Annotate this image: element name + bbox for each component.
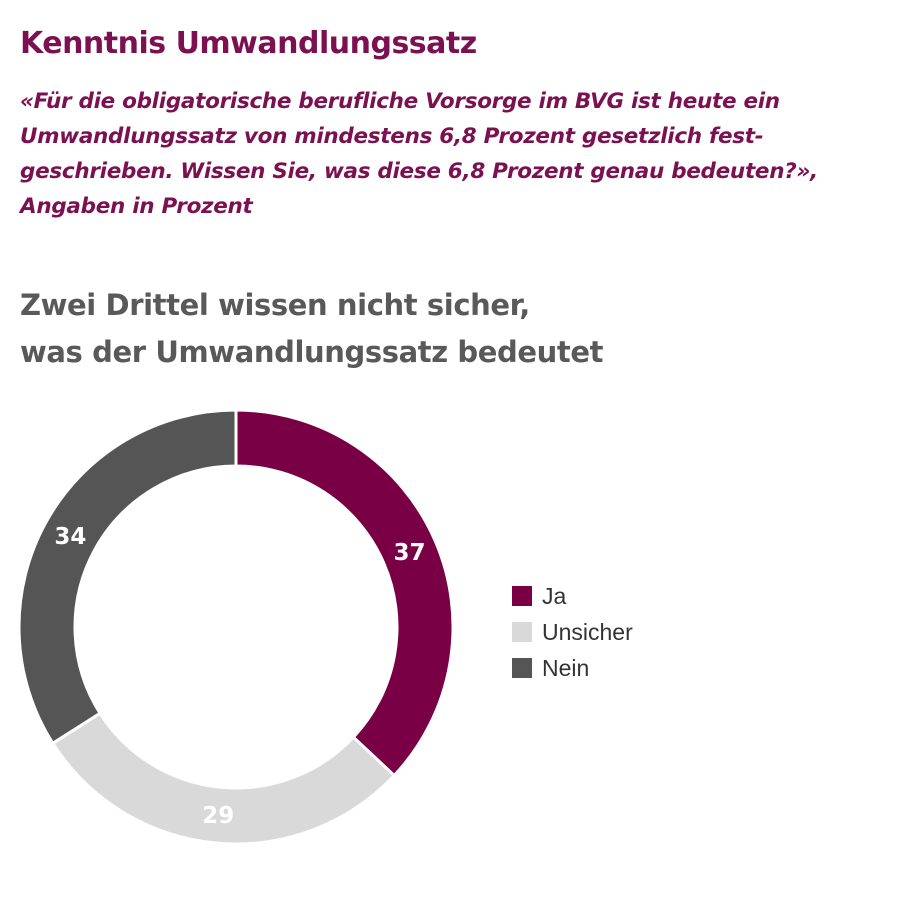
legend-swatch [512, 622, 532, 642]
legend-label: Nein [542, 654, 590, 681]
legend-swatch [512, 586, 532, 606]
donut-slice-unsicher [50, 711, 397, 846]
legend-label: Unsicher [542, 618, 633, 645]
subtitle-line: Umwandlungssatz von mindestens 6,8 Proze… [20, 124, 764, 149]
headline-line: was der Umwandlungssatz bedeutet [20, 335, 604, 369]
legend: Ja Unsicher Nein [512, 578, 633, 686]
data-label-ja: 37 [393, 540, 425, 566]
legend-swatch [512, 658, 532, 678]
legend-item-ja: Ja [512, 578, 633, 614]
legend-item-nein: Nein [512, 650, 633, 686]
chart-headline: Zwei Drittel wissen nicht sicher, was de… [20, 282, 603, 376]
headline-line: Zwei Drittel wissen nicht sicher, [20, 288, 530, 322]
data-label-unsicher: 29 [202, 803, 234, 829]
subtitle-line: geschrieben. Wissen Sie, was diese 6,8 P… [20, 159, 818, 184]
legend-item-unsicher: Unsicher [512, 614, 633, 650]
donut-slice-nein [17, 408, 238, 746]
legend-label: Ja [542, 582, 567, 609]
data-label-nein: 34 [54, 524, 86, 550]
chart-subtitle: «Für die obligatorische berufliche Vorso… [20, 84, 890, 224]
donut-slice-ja [234, 408, 455, 778]
subtitle-line: «Für die obligatorische berufliche Vorso… [20, 89, 780, 114]
chart-title: Kenntnis Umwandlungssatz [20, 26, 477, 61]
subtitle-line: Angaben in Prozent [20, 194, 253, 219]
